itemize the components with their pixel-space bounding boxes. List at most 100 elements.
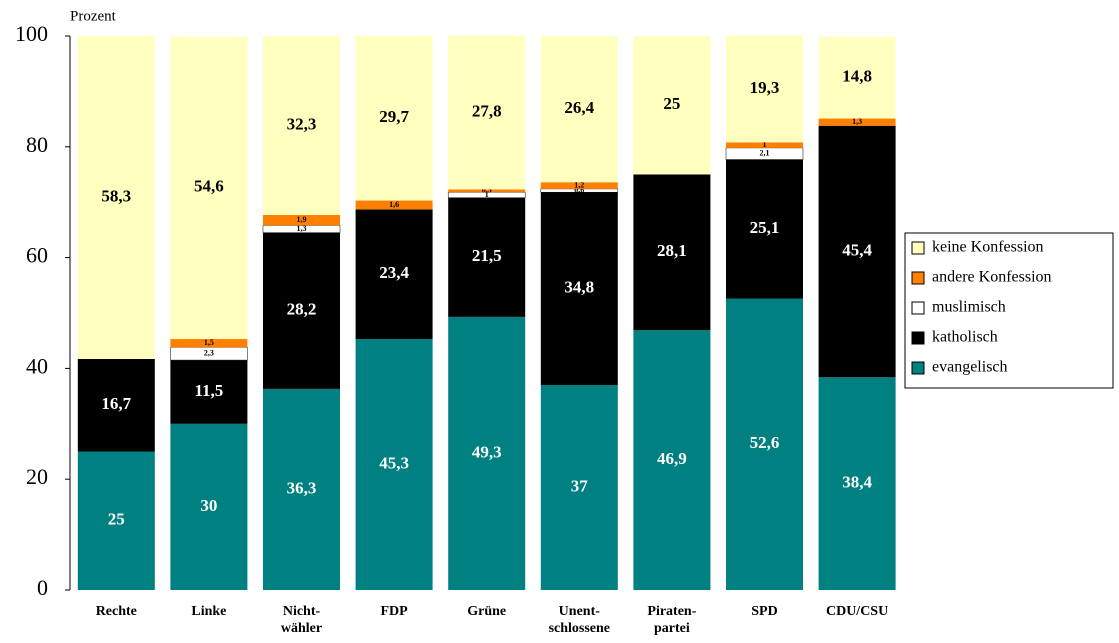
y-tick-label: 0 — [37, 575, 48, 600]
value-label: 54,6 — [194, 177, 224, 196]
bar-segment — [540, 188, 619, 193]
value-label: 1 — [763, 140, 767, 149]
bar-segment — [726, 142, 803, 148]
bar-segment — [77, 451, 155, 590]
value-label: 0,5 — [482, 186, 492, 195]
bar-segment — [448, 35, 526, 190]
bar-segment — [263, 232, 340, 389]
bar-segment — [540, 385, 618, 590]
bar-segment — [818, 36, 896, 119]
value-label: 16,7 — [101, 394, 131, 413]
value-label: 52,6 — [750, 433, 780, 452]
bar-segment — [633, 174, 711, 331]
bar-segment — [633, 36, 711, 175]
bar-segment — [448, 197, 526, 317]
bar-segment — [725, 147, 804, 160]
bar-segment — [818, 125, 896, 378]
y-axis-label: Prozent — [70, 8, 117, 24]
x-tick-label: Grüne — [467, 604, 507, 619]
legend-box — [904, 232, 1114, 389]
value-label: 28,1 — [657, 241, 687, 260]
bar-segment — [355, 209, 433, 340]
value-label: 1,3 — [297, 224, 307, 233]
value-label: 38,4 — [842, 473, 872, 492]
value-label: 1,6 — [389, 200, 399, 209]
legend-label: muslimisch — [932, 299, 1006, 316]
value-label: 25 — [663, 94, 680, 113]
bar-segment — [540, 36, 618, 183]
bar-segment — [263, 214, 340, 226]
y-tick-label: 20 — [26, 464, 48, 489]
value-label: 45,3 — [379, 453, 409, 472]
bar-segment — [818, 377, 896, 590]
value-label: 11,5 — [194, 381, 223, 400]
value-label: 21,5 — [472, 246, 502, 265]
value-label: 1 — [485, 190, 489, 199]
bar-segment — [170, 339, 248, 348]
value-label: 27,8 — [472, 101, 502, 120]
value-label: 14,8 — [842, 66, 872, 85]
y-tick-label: 60 — [26, 243, 48, 268]
y-tick-label: 100 — [15, 21, 48, 46]
bar-segment — [448, 316, 526, 590]
x-tick-label: Nicht- wähler — [280, 604, 323, 636]
x-tick-label: Rechte — [95, 604, 137, 619]
value-label: 28,2 — [287, 300, 317, 319]
bar-segment — [633, 330, 711, 590]
value-label: 1,2 — [574, 180, 584, 189]
bar-segment — [355, 200, 433, 210]
value-label: 45,4 — [842, 240, 872, 259]
bar-segment — [170, 423, 248, 590]
x-tick-label: SPD — [751, 604, 778, 619]
legend-swatch — [911, 331, 925, 345]
value-label: 1,9 — [297, 215, 307, 224]
bar-segment — [170, 36, 248, 340]
x-tick-label: Linke — [191, 604, 227, 619]
bar-segment — [726, 35, 803, 143]
value-label: 25 — [108, 510, 125, 529]
bar-segment — [726, 298, 803, 590]
value-label: 26,4 — [564, 98, 594, 117]
value-label: 2,1 — [760, 149, 770, 158]
bar-segment — [355, 339, 433, 590]
value-label: 37 — [571, 476, 589, 495]
x-tick-label: Piraten- partei — [647, 604, 697, 636]
legend-swatch — [911, 271, 925, 285]
bar-segment — [170, 360, 248, 424]
bar-segment — [726, 159, 803, 299]
legend-label: andere Konfession — [932, 269, 1052, 286]
value-label: 1,3 — [852, 117, 862, 126]
value-label: 46,9 — [657, 449, 687, 468]
bar-segment — [355, 36, 433, 201]
y-tick-label: 80 — [26, 132, 48, 157]
bar-segment — [77, 36, 155, 359]
value-label: 0,6 — [574, 185, 584, 194]
value-label: 1,5 — [204, 338, 214, 347]
value-label: 2,3 — [204, 349, 214, 358]
value-label: 23,4 — [379, 263, 409, 282]
legend-swatch — [911, 301, 925, 315]
bar-segment — [448, 189, 526, 193]
bar-segment — [540, 192, 618, 386]
legend-label: katholisch — [932, 329, 998, 346]
y-tick-label: 40 — [26, 353, 48, 378]
value-label: 36,3 — [287, 478, 317, 497]
value-label: 29,7 — [379, 107, 409, 126]
bar-segment — [263, 388, 340, 590]
bar-segment — [818, 118, 896, 126]
legend-label: keine Konfession — [932, 239, 1044, 256]
value-label: 19,3 — [750, 78, 780, 97]
value-label: 49,3 — [472, 442, 502, 461]
x-tick-label: FDP — [380, 604, 408, 619]
bar-segment — [263, 36, 340, 215]
legend-swatch — [911, 361, 925, 375]
x-tick-label: Unent- schlossene — [548, 604, 611, 636]
value-label: 58,3 — [101, 186, 131, 205]
bar-segment — [77, 358, 155, 452]
legend-swatch — [911, 241, 925, 255]
bar-segment — [540, 182, 618, 189]
value-label: 32,3 — [287, 114, 317, 133]
value-label: 30 — [200, 496, 217, 515]
